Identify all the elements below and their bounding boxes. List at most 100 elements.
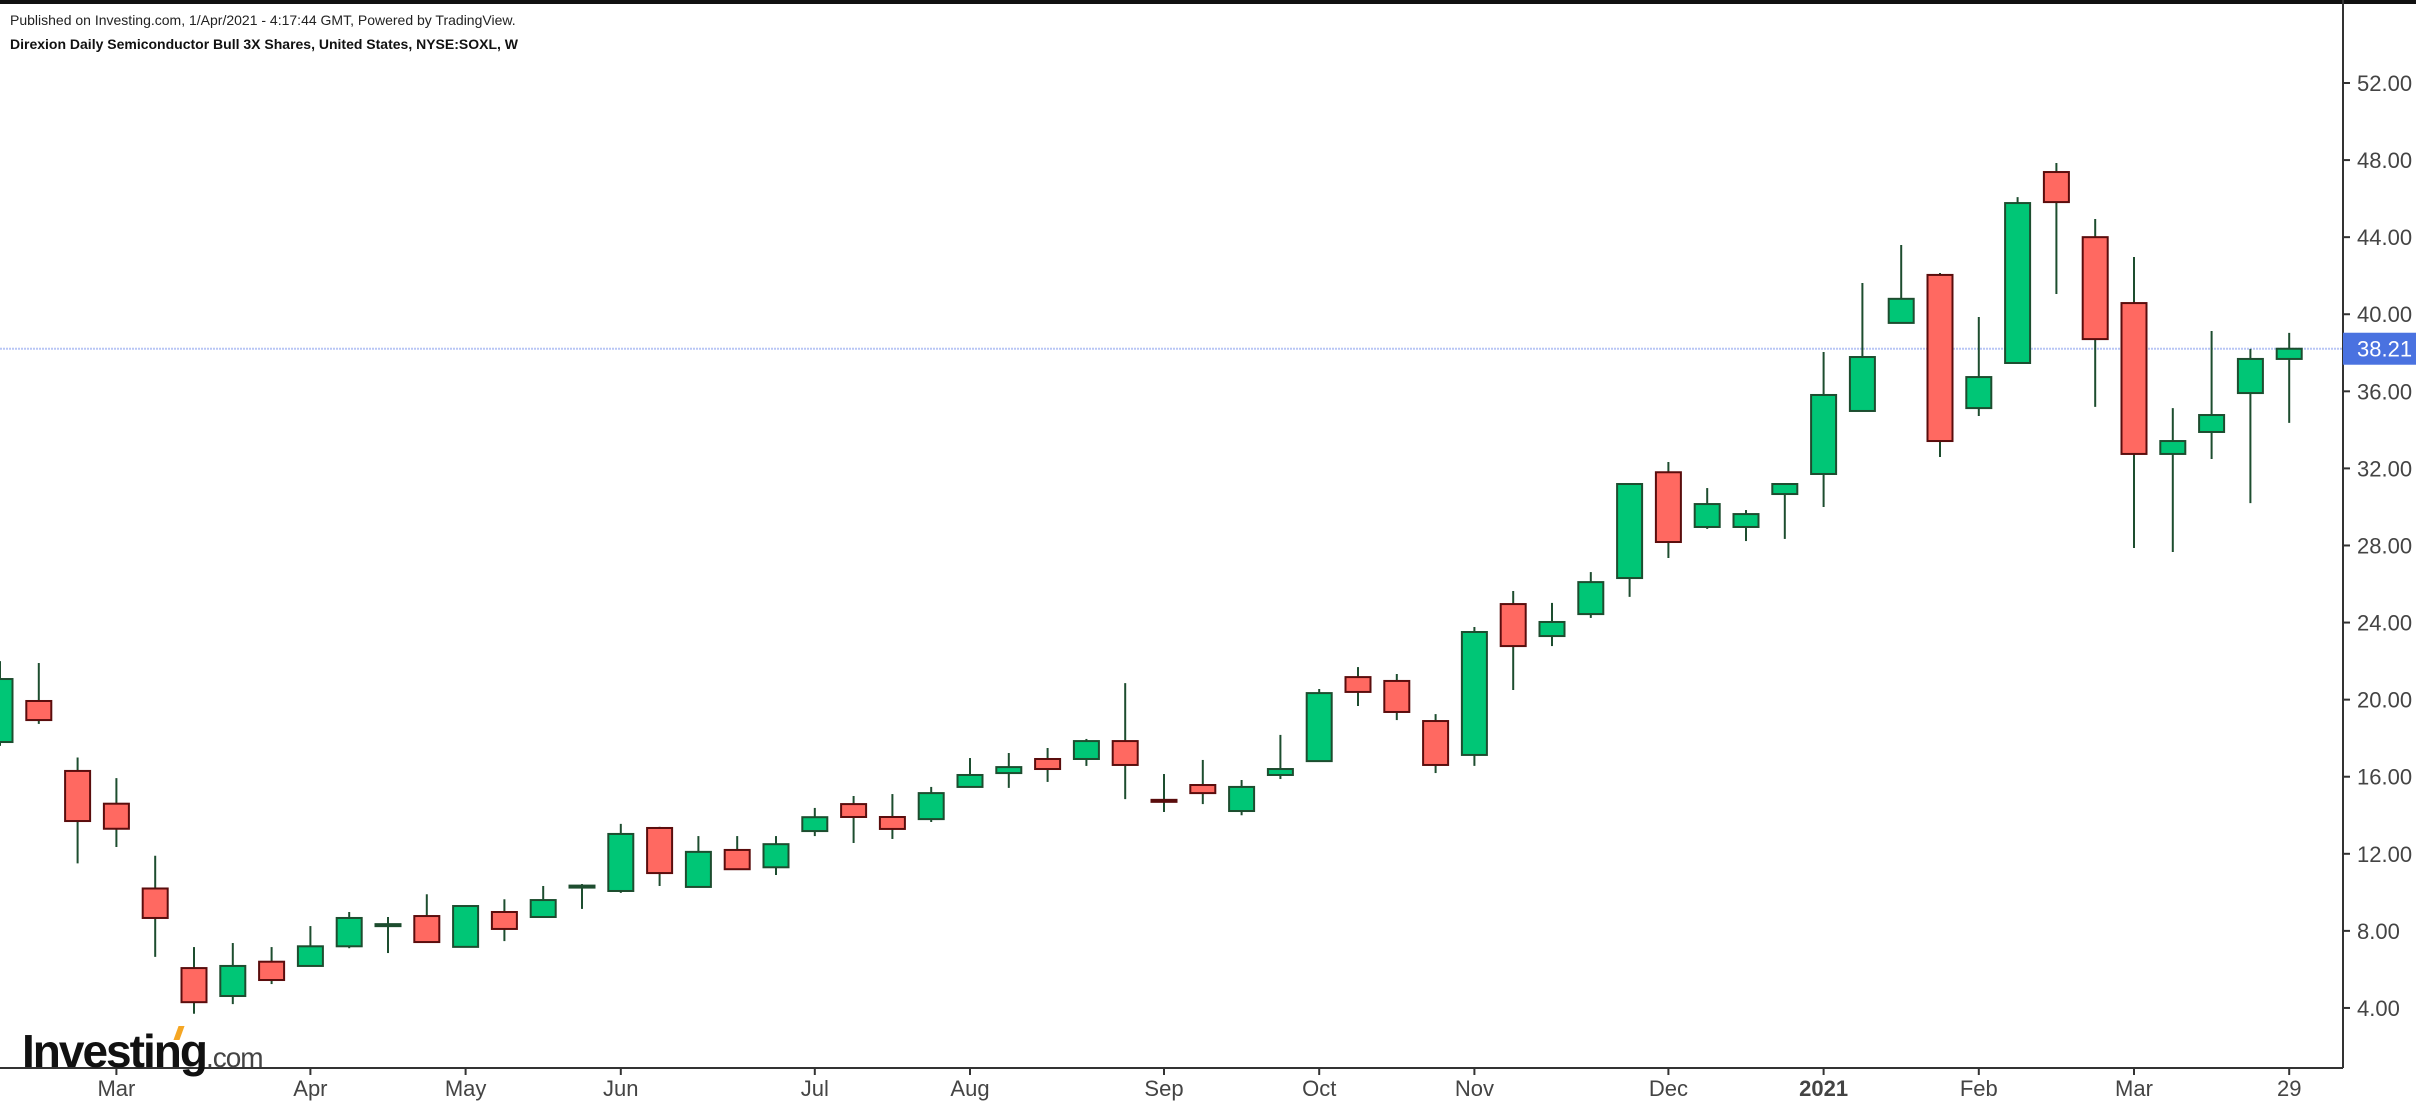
candle-body-down [1926, 273, 1954, 443]
candle [180, 947, 208, 1014]
candle [1693, 488, 1721, 529]
candle-body-up [452, 905, 480, 948]
candle-body-up [801, 816, 829, 833]
candle [1616, 483, 1644, 597]
candle-body-up [568, 884, 596, 889]
investing-logo: Investing .com [22, 1024, 264, 1084]
candle-body-down [646, 826, 674, 875]
candle-body-up [1228, 785, 1256, 813]
candle [840, 795, 868, 844]
candle [529, 885, 557, 919]
candle [723, 836, 751, 871]
candle-body-down [1383, 679, 1411, 713]
candle [684, 836, 712, 888]
candle [1577, 572, 1605, 618]
x-tick-label: 2021 [1799, 1076, 1848, 1101]
candle [878, 794, 906, 839]
candle-body-up [995, 766, 1023, 775]
candles-group [0, 162, 2303, 1014]
candle-body-up [1965, 376, 1993, 410]
candle-body-down [878, 815, 906, 830]
candle-body-down [1189, 784, 1217, 795]
candle [1150, 774, 1178, 812]
candle-body-down [1034, 757, 1062, 771]
candle [335, 911, 363, 949]
candle-body-up [2159, 440, 2187, 455]
candle-body-up [1538, 620, 1566, 638]
candle-body-up [1732, 513, 1760, 528]
candle [1965, 316, 1993, 416]
last-price-tag-group: 38.21 [2343, 332, 2416, 365]
candle [452, 905, 480, 948]
candle [917, 786, 945, 823]
candle-body-up [1072, 740, 1100, 760]
candle-body-up [0, 678, 14, 744]
candle [1538, 602, 1566, 647]
top-border [0, 0, 2416, 4]
x-tick-label: Feb [1960, 1076, 1998, 1101]
y-ticks-group: 4.00 8.00 12.00 16.00 20.00 24.00 28.00 32.00 36… [2343, 71, 2412, 1021]
candle [956, 758, 984, 788]
y-tick-label: 52.00 [2357, 71, 2412, 96]
y-tick-label: 4.00 [2357, 996, 2400, 1021]
x-ticks-group: Mar Apr May Jun Jul Aug Sep Oct Nov Dec 2021 Feb Mar… [97, 1068, 2301, 1101]
candle [64, 757, 92, 864]
x-tick-label: Nov [1455, 1076, 1494, 1101]
candle [1771, 483, 1799, 539]
candle [1926, 273, 1954, 458]
candle-body-up [335, 916, 363, 948]
candle-body-down [258, 960, 286, 982]
candle-body-down [413, 915, 441, 944]
candle [1810, 352, 1838, 507]
candle-body-up [607, 832, 635, 892]
x-tick-label: Dec [1649, 1076, 1688, 1101]
candle-body-down [1422, 720, 1450, 766]
candle [2236, 348, 2264, 504]
candle [1266, 734, 1294, 780]
candle [1072, 738, 1100, 766]
candle-body-up [2004, 202, 2032, 364]
candle-body-up [1848, 356, 1876, 412]
y-tick-label: 48.00 [2357, 148, 2412, 173]
last-price-label: 38.21 [2357, 337, 2412, 362]
candle-body-down [1111, 740, 1139, 766]
candle [568, 884, 596, 909]
x-tick-label: Jun [603, 1076, 638, 1101]
candle [25, 663, 53, 724]
candle-body-down [64, 769, 92, 823]
candle-body-up [1266, 768, 1294, 776]
candle-body-up [2275, 347, 2303, 360]
y-tick-label: 44.00 [2357, 225, 2412, 250]
candle-body-down [1344, 676, 1372, 693]
candle [2081, 219, 2109, 407]
candle [1344, 667, 1372, 706]
candle [607, 823, 635, 893]
candle [1034, 748, 1062, 782]
candle [219, 943, 247, 1005]
candle [1422, 714, 1450, 774]
candle [646, 826, 674, 886]
x-tick-label: 29 [2277, 1076, 2301, 1101]
y-tick-label: 40.00 [2357, 302, 2412, 327]
candle [141, 855, 169, 957]
candle-body-down [25, 699, 53, 722]
candle-body-down [2120, 302, 2148, 455]
axes-group [0, 0, 2344, 1069]
candle [2275, 332, 2303, 423]
candle-body-up [1305, 692, 1333, 763]
candle [1228, 779, 1256, 816]
candle [762, 836, 790, 875]
candle-body-down [490, 910, 518, 930]
candle [0, 661, 14, 746]
candle [1460, 626, 1488, 766]
y-tick-label: 28.00 [2357, 533, 2412, 558]
x-tick-label: May [445, 1076, 487, 1101]
candle [490, 899, 518, 942]
candle-body-up [917, 792, 945, 821]
candle-body-up [374, 923, 402, 928]
candle [2159, 408, 2187, 553]
y-tick-label: 36.00 [2357, 379, 2412, 404]
candle [374, 917, 402, 954]
candle [995, 753, 1023, 788]
candle [1848, 283, 1876, 412]
